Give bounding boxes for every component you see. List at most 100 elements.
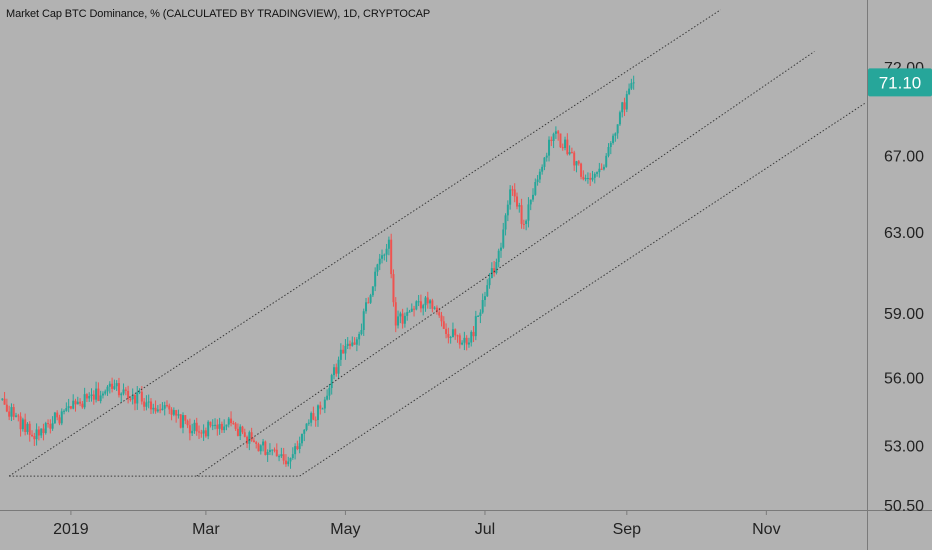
candle	[207, 420, 210, 440]
candle	[200, 429, 203, 438]
candle	[97, 382, 100, 402]
x-axis[interactable]: 2019 Mar May Jul Sep Nov	[53, 510, 781, 538]
candle	[431, 298, 434, 313]
candle-body	[250, 432, 253, 441]
candle-body	[129, 398, 132, 400]
candle-body	[216, 424, 219, 429]
candle	[147, 394, 150, 409]
candle	[618, 110, 621, 126]
candle-body	[252, 440, 255, 443]
candle	[193, 419, 196, 434]
candle	[289, 457, 292, 469]
candle	[557, 129, 560, 141]
candle	[440, 311, 443, 327]
candle-body	[243, 432, 246, 437]
candle	[369, 293, 372, 304]
channel-line[interactable]	[299, 102, 865, 477]
candle	[298, 436, 301, 454]
candle	[21, 417, 24, 432]
x-tick-label: Mar	[192, 521, 220, 538]
candle	[177, 409, 180, 419]
candle	[525, 219, 528, 231]
candle	[252, 437, 255, 443]
candle-body	[499, 247, 502, 251]
candle-body	[58, 417, 61, 424]
candle	[509, 185, 512, 210]
candle	[335, 363, 338, 377]
candle	[76, 396, 79, 405]
candle-body	[497, 250, 500, 263]
candle-body	[458, 335, 461, 345]
candle	[165, 400, 168, 408]
candle-body	[417, 301, 420, 303]
candle	[15, 412, 18, 418]
candle-body	[328, 388, 331, 396]
chart-title: Market Cap BTC Dominance, % (CALCULATED …	[6, 8, 431, 20]
candle	[232, 420, 235, 425]
candle	[607, 143, 610, 158]
candle	[513, 183, 516, 203]
candle-body	[358, 333, 361, 340]
candle-body	[339, 349, 342, 360]
candle-body	[230, 418, 233, 424]
candle	[136, 386, 139, 410]
candle	[353, 337, 356, 345]
candle	[529, 199, 532, 211]
candle-body	[191, 430, 194, 434]
candle	[49, 419, 52, 434]
candle-body	[438, 312, 441, 316]
candle	[81, 401, 84, 409]
candle-body	[97, 388, 100, 402]
candle-body	[525, 220, 528, 224]
candle-body	[621, 102, 624, 113]
candle-body	[72, 400, 75, 409]
candle-body	[147, 401, 150, 403]
candle	[35, 423, 38, 446]
candle	[12, 403, 15, 420]
candle	[83, 387, 86, 410]
candle	[323, 396, 326, 414]
candle-body	[26, 423, 29, 432]
candle	[65, 402, 68, 412]
candle-body	[8, 411, 11, 417]
candle	[101, 391, 104, 399]
candle-body	[83, 394, 86, 408]
candle	[399, 311, 402, 324]
candle	[129, 396, 132, 402]
candle-body	[76, 401, 79, 405]
candle	[280, 447, 283, 458]
channel-line[interactable]	[8, 9, 721, 477]
candle	[602, 164, 605, 171]
channel-line[interactable]	[196, 51, 815, 477]
candle	[403, 312, 406, 328]
candle	[559, 133, 562, 148]
candle-body	[307, 422, 310, 424]
candle	[243, 428, 246, 438]
candle	[355, 337, 358, 352]
candle	[117, 377, 120, 398]
candle-body	[95, 388, 98, 400]
candle	[113, 379, 116, 390]
candle	[111, 377, 114, 393]
candle	[259, 444, 262, 455]
candle	[37, 426, 40, 441]
candle-body	[362, 311, 365, 331]
candle	[346, 337, 349, 350]
candle-body	[291, 454, 294, 459]
candle-body	[360, 330, 363, 334]
candle	[609, 141, 612, 155]
candle	[156, 405, 159, 413]
candle-body	[413, 308, 416, 310]
candle-body	[282, 454, 285, 461]
candle-body	[614, 133, 617, 136]
candle	[209, 421, 212, 428]
candle	[202, 424, 205, 441]
candle	[271, 449, 274, 456]
candle	[515, 192, 518, 210]
candle-body	[225, 424, 228, 427]
candle-body	[143, 401, 146, 407]
candle-body	[465, 337, 468, 345]
candle	[284, 454, 287, 467]
